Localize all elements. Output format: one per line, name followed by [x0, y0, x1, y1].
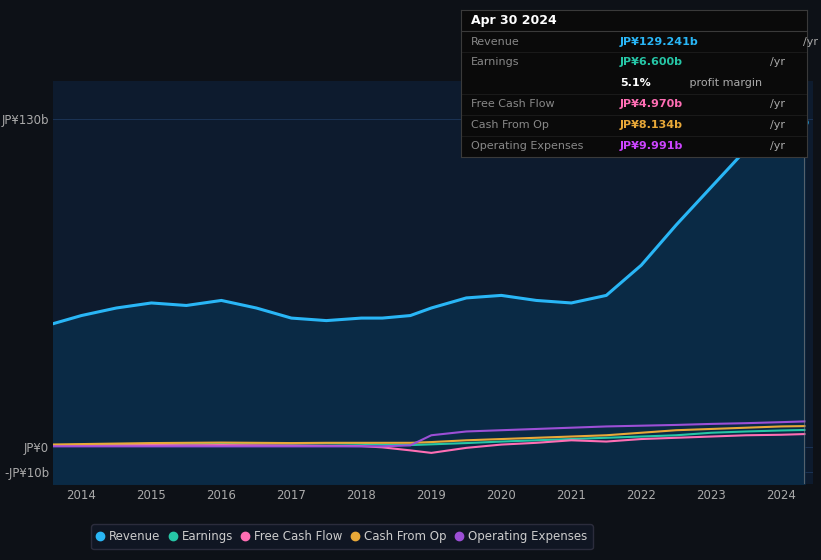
Legend: Revenue, Earnings, Free Cash Flow, Cash From Op, Operating Expenses: Revenue, Earnings, Free Cash Flow, Cash … — [91, 524, 593, 549]
Text: JP¥9.991b: JP¥9.991b — [620, 141, 683, 151]
Text: Operating Expenses: Operating Expenses — [471, 141, 584, 151]
Text: Apr 30 2024: Apr 30 2024 — [471, 14, 557, 27]
Text: JP¥6.600b: JP¥6.600b — [620, 58, 683, 68]
Text: /yr: /yr — [769, 120, 785, 130]
Text: 5.1%: 5.1% — [620, 78, 651, 88]
Text: Free Cash Flow: Free Cash Flow — [471, 100, 555, 109]
Text: Cash From Op: Cash From Op — [471, 120, 549, 130]
Text: JP¥8.134b: JP¥8.134b — [620, 120, 683, 130]
Text: JP¥129.241b: JP¥129.241b — [620, 36, 699, 46]
Text: profit margin: profit margin — [686, 78, 763, 88]
Text: /yr: /yr — [769, 58, 785, 68]
Text: /yr: /yr — [803, 36, 818, 46]
Text: /yr: /yr — [769, 100, 785, 109]
Text: JP¥4.970b: JP¥4.970b — [620, 100, 683, 109]
Text: Earnings: Earnings — [471, 58, 520, 68]
Text: /yr: /yr — [769, 141, 785, 151]
Text: Revenue: Revenue — [471, 36, 520, 46]
